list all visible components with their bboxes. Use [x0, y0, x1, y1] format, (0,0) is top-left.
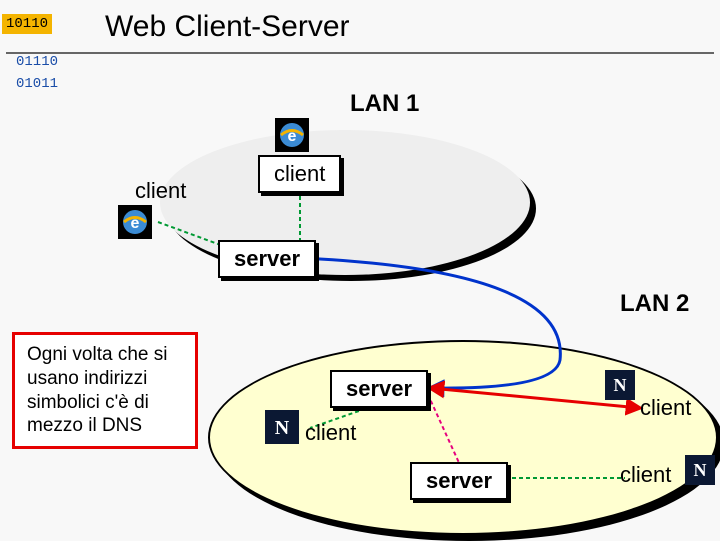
lan1-server-box: server	[218, 240, 316, 278]
binary-2: 01011	[12, 74, 62, 94]
lan1-client-text: client	[135, 178, 186, 204]
page-title: Web Client-Server	[105, 10, 350, 44]
title-underline	[6, 52, 714, 54]
lan1-label: LAN 1	[350, 90, 419, 118]
netscape-icon: N	[605, 370, 635, 405]
netscape-icon: N	[685, 455, 715, 490]
lan2-client-2: client	[640, 395, 691, 421]
binary-1: 01110	[12, 52, 62, 72]
lan2-client-1: client	[305, 420, 356, 446]
lan1-ellipse	[160, 130, 530, 275]
ie-icon: e	[118, 205, 152, 244]
netscape-icon: N	[265, 410, 299, 449]
svg-text:N: N	[275, 417, 290, 439]
svg-text:e: e	[131, 215, 140, 232]
svg-text:e: e	[288, 128, 297, 145]
lan2-client-3: client	[620, 462, 671, 488]
lan2-server-box-2: server	[410, 462, 508, 500]
lan1-client-box: client	[258, 155, 341, 193]
lan2-server-box-1: server	[330, 370, 428, 408]
dns-callout: Ogni volta che si usano indirizzi simbol…	[12, 332, 198, 449]
lan2-label: LAN 2	[620, 290, 689, 318]
binary-0: 10110	[2, 14, 52, 34]
svg-text:N: N	[694, 460, 707, 480]
ie-icon: e	[275, 118, 309, 157]
svg-text:N: N	[614, 375, 627, 395]
